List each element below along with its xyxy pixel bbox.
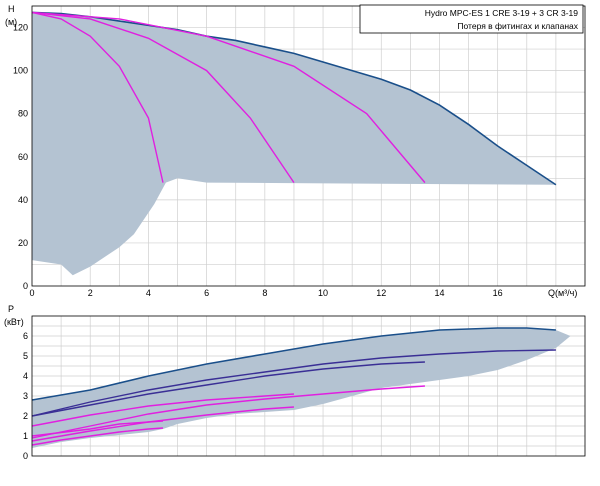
head-y-tick-label: 120	[13, 23, 28, 33]
power-y-tick-label: 6	[23, 331, 28, 341]
head-y-tick-label: 20	[18, 238, 28, 248]
legend-product-label: Hydro MPC-ES 1 CRE 3-19 + 3 CR 3-19	[425, 8, 579, 18]
power-curve-5	[31, 385, 425, 439]
head-operating-area	[32, 12, 556, 276]
power-y-tick-label: 5	[23, 351, 28, 361]
legend-box	[359, 4, 584, 34]
power-plot-frame	[31, 315, 586, 457]
head-y-tick-label: 0	[23, 281, 28, 291]
head-x-tick-label: 6	[204, 288, 209, 298]
head-axis-label: H	[8, 4, 15, 14]
head-curve-3	[31, 11, 426, 184]
head-y-tick-label: 80	[18, 109, 28, 119]
head-x-tick-label: 8	[262, 288, 267, 298]
legend-losses-label: Потеря в фитингах и клапанах	[457, 21, 578, 31]
head-x-tick-label: 2	[88, 288, 93, 298]
power-y-tick-label: 4	[23, 371, 28, 381]
head-x-tick-label: 16	[493, 288, 503, 298]
head-x-tick-label: 14	[434, 288, 444, 298]
head-y-tick-label: 60	[18, 152, 28, 162]
head-y-tick-label: 40	[18, 195, 28, 205]
power-curve-2	[31, 361, 425, 417]
head-x-tick-label: 10	[318, 288, 328, 298]
power-y-tick-label: 2	[23, 411, 28, 421]
head-x-tick-label: 0	[29, 288, 34, 298]
head-axis-unit: (м)	[5, 17, 17, 27]
power-curve-3	[31, 393, 294, 427]
head-curve-2	[31, 11, 295, 184]
power-operating-area	[32, 328, 571, 448]
power-curve-7	[31, 427, 164, 446]
power-y-tick-label: 0	[23, 451, 28, 461]
power-chart: 0 1 2 3 4 5 6	[23, 315, 586, 461]
power-curve-6	[31, 406, 294, 442]
head-max-curve	[31, 11, 557, 186]
flow-axis-label: Q(м³/ч)	[548, 288, 577, 298]
head-x-tick-label: 12	[376, 288, 386, 298]
power-y-tick-label: 1	[23, 431, 28, 441]
head-x-tick-label: 4	[146, 288, 151, 298]
head-curve-1	[31, 11, 164, 183]
head-chart: 0 20 40 60 80 100 120 0 2 4 6 8 10 12 14 16	[13, 5, 586, 298]
head-y-tick-label: 100	[13, 66, 28, 76]
power-axis-label: P	[8, 304, 14, 314]
power-curve-1	[31, 349, 556, 417]
power-max-curve	[31, 327, 556, 401]
head-plot-frame	[31, 5, 586, 287]
legend: Hydro MPC-ES 1 CRE 3-19 + 3 CR 3-19 Поте…	[359, 4, 584, 34]
power-axis-unit: (кВт)	[4, 317, 24, 327]
power-y-tick-label: 3	[23, 391, 28, 401]
